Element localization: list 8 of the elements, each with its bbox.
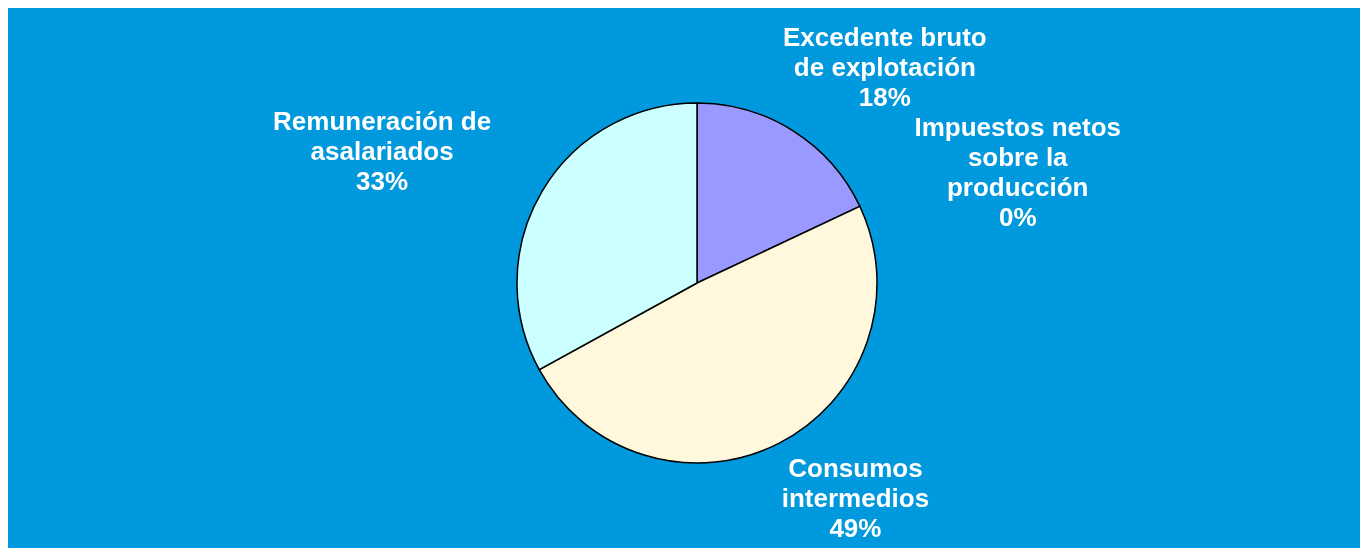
data-label: 33% bbox=[356, 165, 409, 196]
category-label: Impuestos netos sobre la producción bbox=[914, 111, 1122, 202]
data-label: 49% bbox=[829, 513, 882, 543]
slice-label: Remuneración de asalariados bbox=[273, 105, 492, 166]
slice-label: Excedente bruto de explotación bbox=[783, 21, 987, 82]
text: 0% bbox=[998, 201, 1037, 232]
data-label: 18% bbox=[858, 81, 911, 112]
slice-label: Consumos intermedios bbox=[781, 453, 930, 513]
